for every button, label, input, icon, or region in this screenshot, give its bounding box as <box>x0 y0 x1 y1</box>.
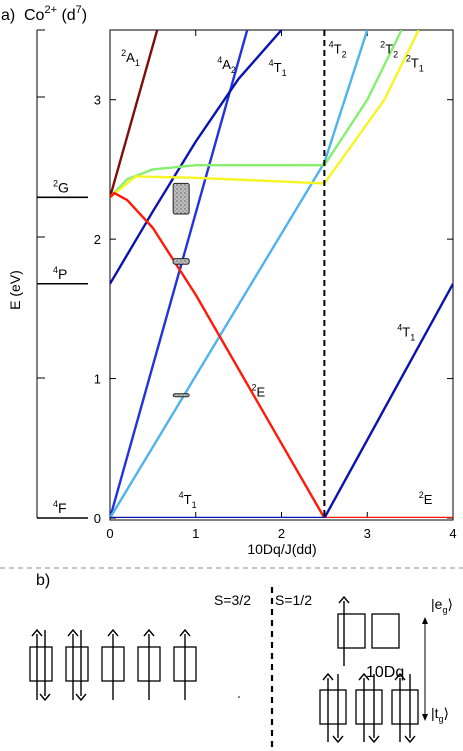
state-label: 2E <box>251 383 265 400</box>
series-line-4t1-upper- <box>110 30 283 285</box>
series-line-4t1-ground- <box>110 283 453 518</box>
x-tick-label: 4 <box>449 526 456 541</box>
state-label: 2E <box>419 490 433 507</box>
spin-high-label: S=3/2 <box>214 592 251 608</box>
x-tick-label: 3 <box>364 526 371 541</box>
spin-down-arrow <box>368 674 380 744</box>
eg-orbital-box <box>337 613 366 649</box>
high-spin-config <box>29 628 197 702</box>
spin-down-arrow <box>39 630 51 702</box>
spin-up-arrow <box>394 672 406 742</box>
y-tick-label: 2 <box>94 232 101 247</box>
y-tick-label: 1 <box>94 372 101 387</box>
orbital-box <box>29 646 53 682</box>
series-line-4t2 <box>110 30 369 518</box>
spin-up-arrow <box>358 672 370 742</box>
state-label: 4T1 <box>179 490 197 510</box>
state-label: 4T1 <box>269 58 287 78</box>
spin-down-arrow <box>332 674 344 744</box>
free-ion-label-2G: 2G <box>53 178 69 195</box>
orbital-box <box>65 646 89 682</box>
state-label: 4A2 <box>217 55 236 75</box>
x-ticks: 0 1 2 3 4 <box>106 30 457 541</box>
panel-b-label: b) <box>36 572 50 589</box>
spin-up-arrow <box>322 672 334 742</box>
t2g-orbital-box <box>355 689 383 725</box>
state-label: 2T2 <box>380 40 398 60</box>
experimental-markers <box>172 182 190 398</box>
spin-low-label: S=1/2 <box>275 592 312 608</box>
free-ion-label-4P: 4P <box>53 265 67 282</box>
experimental-marker <box>172 182 190 215</box>
splitting-arrow <box>422 617 428 721</box>
free-ion-levels: 2G 4P 4F <box>37 178 88 519</box>
x-tick-label: 2 <box>278 526 285 541</box>
x-tick-label: 1 <box>192 526 199 541</box>
experimental-marker <box>172 258 190 265</box>
free-ion-label-4F: 4F <box>53 499 67 516</box>
spin-up-arrow <box>143 628 155 700</box>
tg-label: |tg⟩ <box>431 705 449 724</box>
x-tick-label: 0 <box>106 526 113 541</box>
spin-up-arrow <box>107 628 119 700</box>
spin-up-arrow <box>179 628 191 700</box>
x-axis-label: 10Dq/J(dd) <box>247 541 316 557</box>
series-lines <box>110 30 453 518</box>
splitting-label: 10Dq <box>366 664 404 681</box>
t2g-orbital-box <box>319 689 347 725</box>
state-label: 2A1 <box>121 48 140 68</box>
y-tick-label: 0 <box>94 511 101 526</box>
line-labels: 2A1 4A2 4T1 4T2 2T2 2T1 2E 4T1 4T1 2E <box>121 40 433 510</box>
state-label: 4T1 <box>397 323 415 343</box>
series-line-2a1 <box>110 30 159 198</box>
panel-a-title: Co2+ (d7) <box>24 4 87 24</box>
experimental-marker <box>172 393 190 398</box>
y-axis-label: E (eV) <box>7 270 23 310</box>
plot-frame <box>109 29 454 521</box>
spin-up-arrow <box>67 628 79 700</box>
t2g-orbital-box <box>391 689 419 725</box>
eg-orbital-box <box>371 613 400 649</box>
y-ticks: 0 1 2 3 <box>94 93 453 526</box>
spin-down-arrow <box>75 630 87 702</box>
state-label: 2T1 <box>406 54 424 74</box>
series-line-2t1 <box>110 30 420 199</box>
free-ion-axis <box>36 29 45 518</box>
series-line-2t2 <box>110 30 403 199</box>
stray-dot <box>238 696 240 698</box>
state-label: 4T2 <box>329 40 347 60</box>
eg-label: |eg⟩ <box>431 596 453 615</box>
series-line-2e <box>110 191 453 518</box>
y-tick-label: 3 <box>94 93 101 108</box>
spin-down-arrow <box>404 674 416 744</box>
low-spin-config <box>319 595 419 744</box>
spin-up-arrow <box>31 628 43 700</box>
spin-up-arrow <box>338 595 350 666</box>
panel-a-label: a) <box>1 7 15 24</box>
series-line-4a2 <box>110 30 249 518</box>
